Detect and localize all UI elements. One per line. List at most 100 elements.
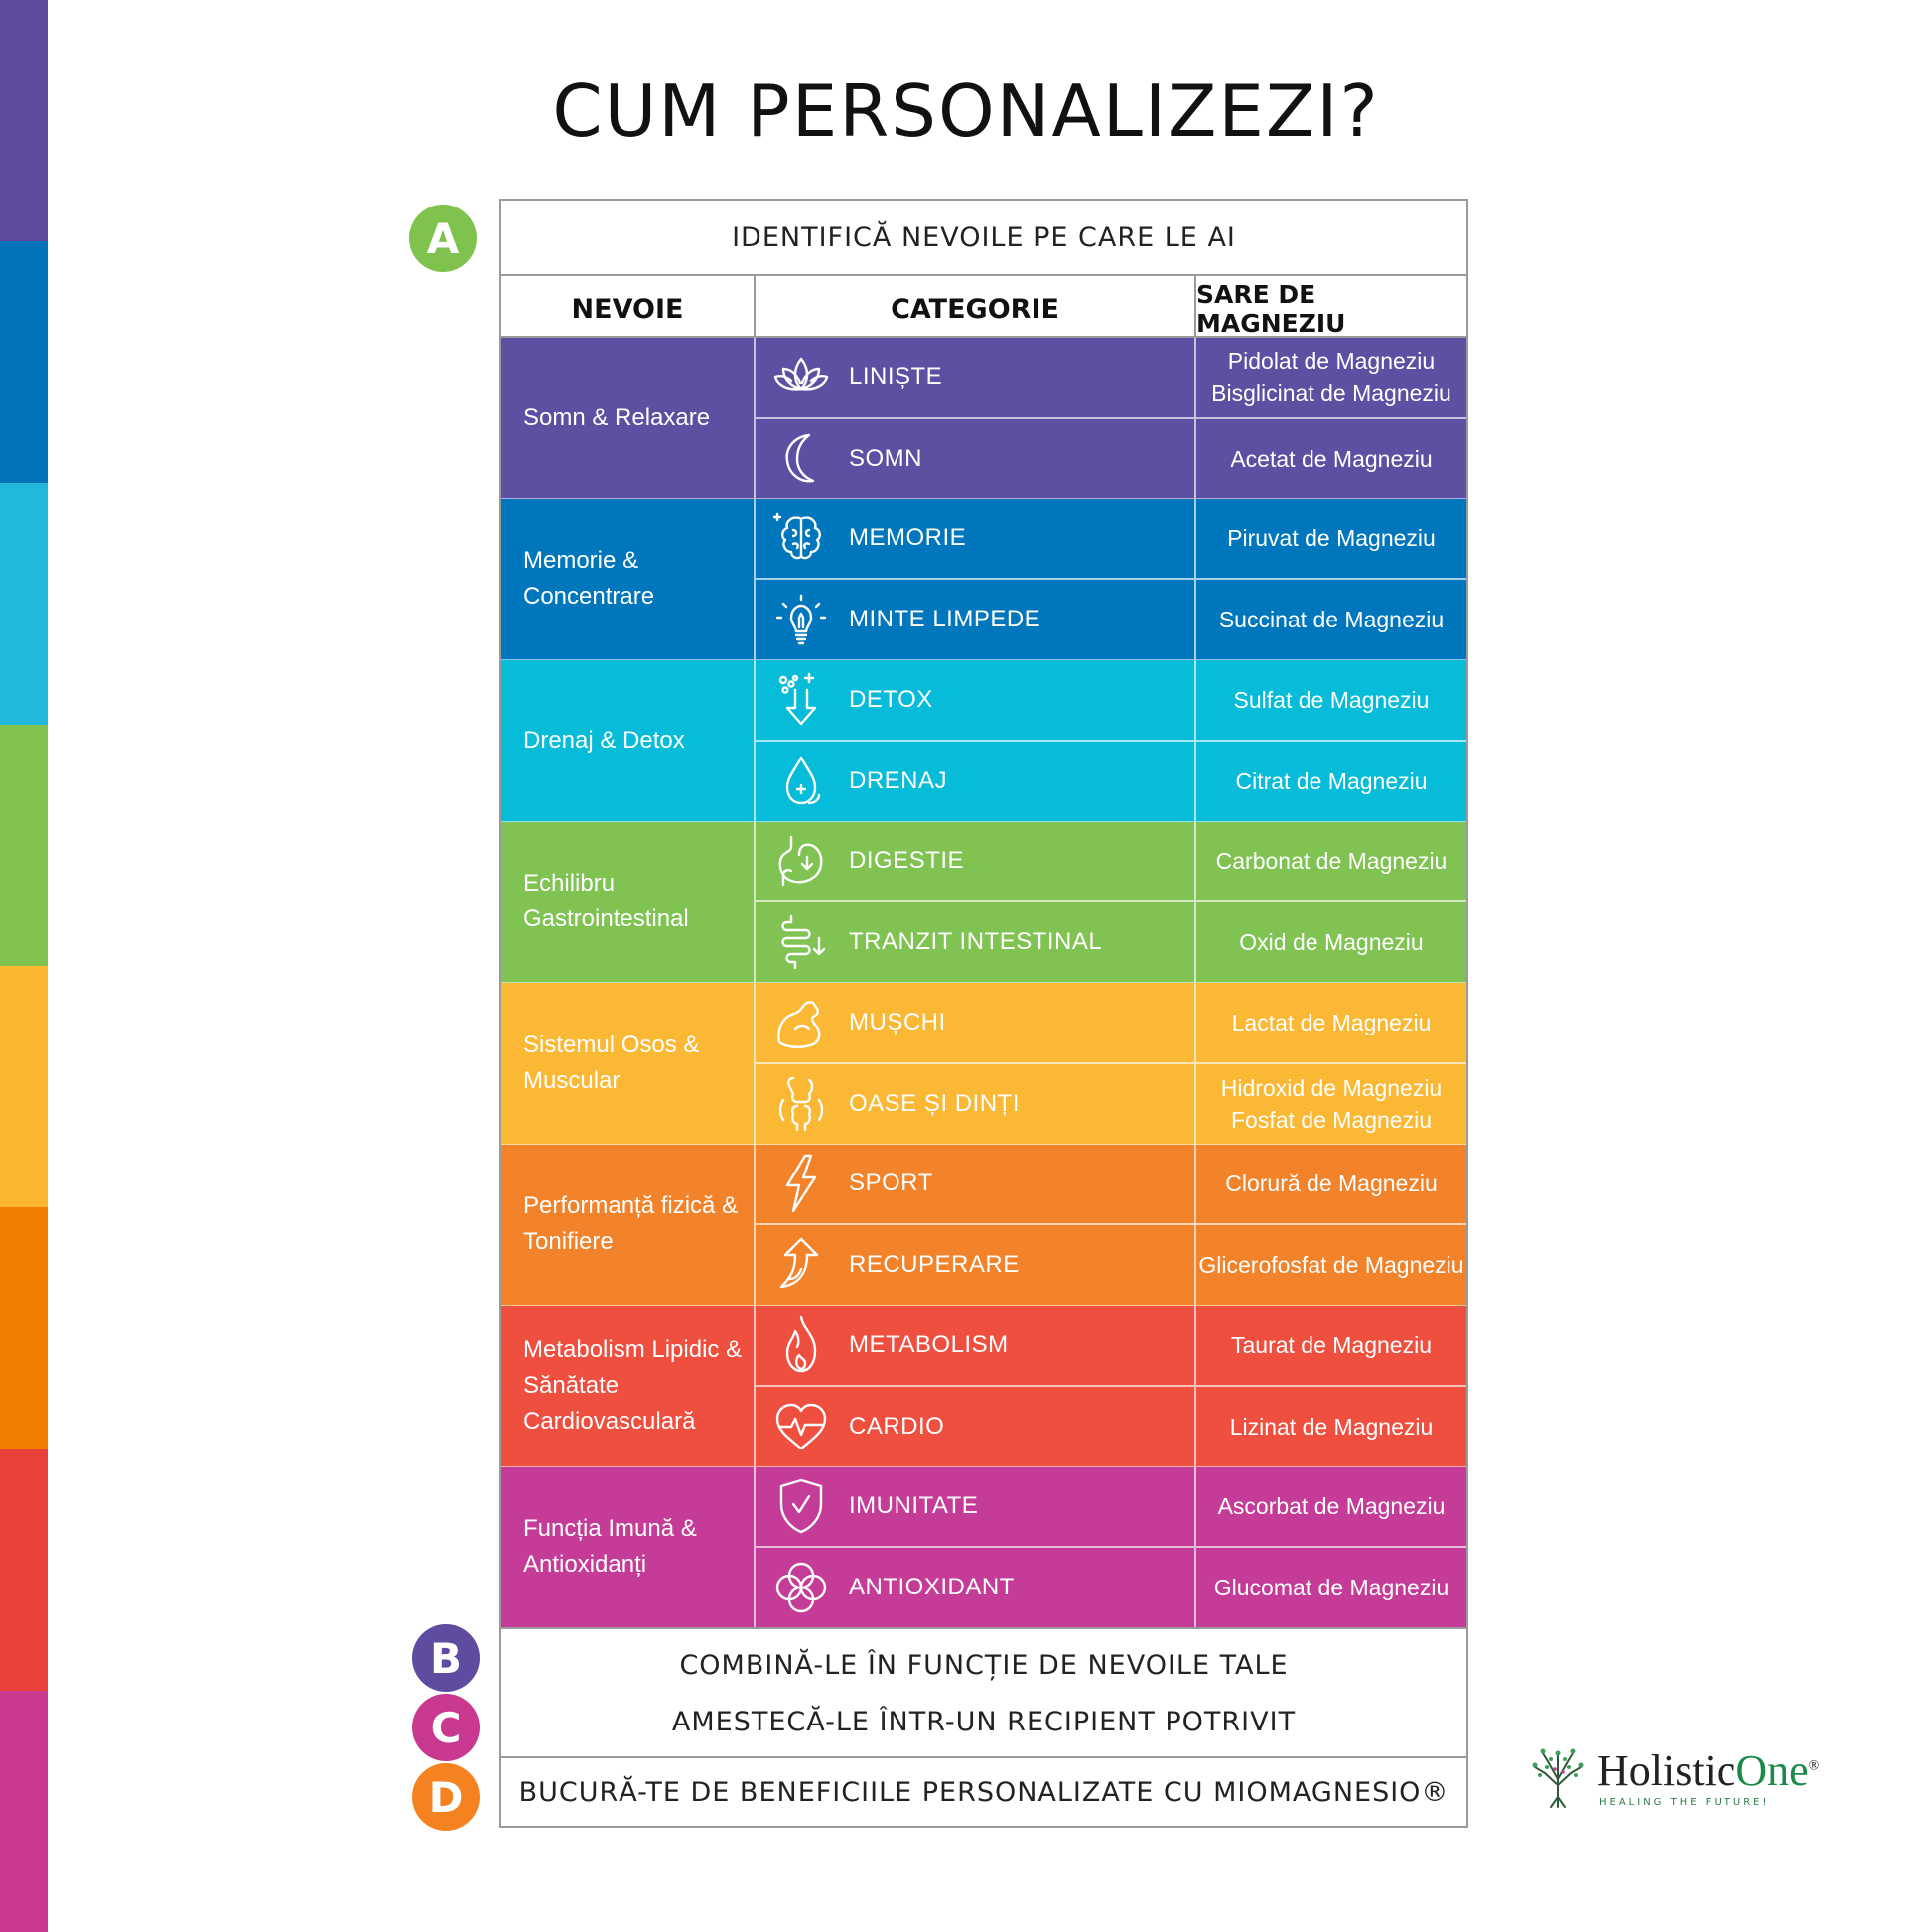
category-label: SPORT (849, 1170, 933, 1197)
category-label: DIGESTIE (849, 847, 965, 875)
category-label: METABOLISM (849, 1330, 1009, 1358)
salt-name: Glicerofosfat de Magneziu (1198, 1252, 1464, 1279)
salt-cell: Piruvat de Magneziu (1196, 499, 1466, 579)
salt-name: Glucomat de Magneziu (1213, 1575, 1449, 1601)
need-group: Memorie & Concentrare MEMORIE Piruvat de M… (501, 498, 1466, 660)
need-label: Memorie & Concentrare (501, 498, 756, 659)
step-d-text: BUCURĂ-TE DE BENEFICIILE PERSONALIZATE C… (518, 1776, 1449, 1808)
step-d-box: BUCURĂ-TE DE BENEFICIILE PERSONALIZATE C… (499, 1756, 1468, 1828)
category-cell: SPORT (756, 1144, 1196, 1224)
need-group: Funcția Imună & Antioxidanți IMUNITATE Asc… (501, 1466, 1466, 1628)
stripe-segment (0, 1449, 48, 1691)
salt-cell: Lactat de Magneziu (1196, 983, 1466, 1062)
logo-wordmark: HolisticOne® (1597, 1745, 1819, 1796)
stomach-icon (769, 829, 833, 893)
salt-cell: Hidroxid de Magneziu Fosfat de Magneziu (1196, 1064, 1466, 1144)
table-row: CARDIO Lizinat de Magneziu (756, 1386, 1466, 1466)
table-row: DETOX Sulfat de Magneziu (756, 660, 1466, 742)
step-b-box: COMBINĂ-LE ÎN FUNCȚIE DE NEVOILE TALE (499, 1627, 1468, 1689)
muscle-icon (769, 991, 833, 1054)
salt-name: Hidroxid de Magneziu (1220, 1074, 1443, 1101)
lotus-icon (769, 345, 833, 409)
category-rows: DETOX Sulfat de Magneziu DRENAJ Citrat de M… (756, 660, 1466, 821)
category-label: TRANZIT INTESTINAL (849, 928, 1103, 956)
salt-name: Succinat de Magneziu (1218, 607, 1445, 633)
step-c-box: AMESTECĂ-LE ÎNTR-UN RECIPIENT POTRIVIT (499, 1687, 1468, 1758)
recovery-arrow-icon (769, 1233, 833, 1297)
category-cell: DETOX (756, 660, 1196, 740)
lightbulb-icon (769, 588, 833, 651)
header-salt: SARE DE MAGNEZIU (1196, 280, 1346, 338)
need-label: Drenaj & Detox (501, 660, 756, 821)
need-label: Sistemul Osos & Muscular (501, 983, 756, 1144)
bone-joint-icon (769, 1072, 833, 1136)
stripe-segment (0, 0, 48, 242)
salt-cell: Pidolat de Magneziu Bisglicinat de Magnez… (1196, 338, 1466, 417)
need-group: Performanță fizică & Tonifiere SPORT Cloru… (501, 1144, 1466, 1306)
need-label: Somn & Relaxare (501, 338, 756, 498)
stripe-segment (0, 1207, 48, 1449)
salt-cell: Glucomat de Magneziu (1196, 1548, 1466, 1627)
salt-name: Taurat de Magneziu (1230, 1331, 1432, 1358)
category-rows: MUȘCHI Lactat de Magneziu OASE ȘI DINȚI Hid… (756, 983, 1466, 1144)
salt-name: Carbonat de Magneziu (1215, 848, 1448, 875)
category-cell: METABOLISM (756, 1306, 1196, 1385)
category-label: ANTIOXIDANT (849, 1574, 1015, 1601)
header-need: NEVOIE (501, 274, 756, 336)
logo-name-part2: One (1735, 1746, 1809, 1795)
salt-name: Pidolat de Magneziu (1227, 347, 1436, 374)
need-label: Echilibru Gastrointestinal (501, 821, 756, 982)
step-b-badge: B (412, 1624, 480, 1692)
category-cell: DIGESTIE (756, 821, 1196, 901)
step-c-badge: C (412, 1694, 480, 1761)
category-cell: OASE ȘI DINȚI (756, 1063, 1196, 1144)
table-row: IMUNITATE Ascorbat de Magneziu (756, 1466, 1466, 1549)
salt-name: Lizinat de Magneziu (1229, 1413, 1434, 1440)
stripe-segment (0, 483, 48, 725)
stripe-segment (0, 724, 48, 966)
table-body: Somn & Relaxare LINIȘTE Pidolat de Magnezi… (501, 338, 1466, 1628)
category-cell: RECUPERARE (756, 1225, 1196, 1305)
category-label: SOMN (849, 444, 922, 472)
category-label: OASE ȘI DINȚI (849, 1089, 1020, 1117)
need-label: Metabolism Lipidic & Sănătate Cardiovasc… (501, 1306, 756, 1466)
salt-name: Piruvat de Magneziu (1227, 525, 1436, 552)
salt-cell: Succinat de Magneziu (1196, 580, 1466, 659)
salt-name: Clorură de Magneziu (1225, 1171, 1438, 1197)
salt-name: Bisglicinat de Magneziu (1211, 379, 1451, 406)
header-category: CATEGORIE (756, 274, 1196, 336)
lightning-icon (769, 1152, 833, 1215)
holisticone-logo: HolisticOne® HEALING THE FUTURE! (1527, 1745, 1845, 1825)
step-a-badge: A (409, 205, 477, 272)
category-cell: MEMORIE (756, 498, 1196, 579)
salt-cell: Sulfat de Magneziu (1196, 660, 1466, 740)
table-row: SPORT Clorură de Magneziu (756, 1144, 1466, 1226)
step-b-text: COMBINĂ-LE ÎN FUNCȚIE DE NEVOILE TALE (679, 1649, 1289, 1681)
salt-cell: Lizinat de Magneziu (1196, 1387, 1466, 1466)
category-label: MINTE LIMPEDE (849, 606, 1041, 633)
table-row: SOMN Acetat de Magneziu (756, 418, 1466, 498)
category-cell: DRENAJ (756, 741, 1196, 821)
need-group: Sistemul Osos & Muscular MUȘCHI Lactat de … (501, 983, 1466, 1145)
salt-cell: Acetat de Magneziu (1196, 419, 1466, 498)
salt-name: Oxid de Magneziu (1239, 929, 1424, 956)
category-cell: LINIȘTE (756, 338, 1196, 417)
salt-name: Lactat de Magneziu (1231, 1009, 1432, 1035)
category-rows: MEMORIE Piruvat de Magneziu MINTE LIMPEDE S… (756, 498, 1466, 659)
heart-pulse-icon (769, 1395, 833, 1458)
salt-name: Citrat de Magneziu (1235, 767, 1428, 794)
category-label: MUȘCHI (849, 1008, 946, 1035)
table-row: LINIȘTE Pidolat de Magneziu Bisglicinat de… (756, 338, 1466, 419)
step-d-badge: D (412, 1763, 480, 1831)
category-cell: TRANZIT INTESTINAL (756, 902, 1196, 982)
water-drop-icon (769, 750, 833, 813)
flame-icon (769, 1313, 833, 1377)
category-label: MEMORIE (849, 524, 967, 552)
stripe-segment (0, 966, 48, 1208)
antioxidant-icon (769, 1556, 833, 1619)
brain-icon (769, 506, 833, 570)
category-rows: SPORT Clorură de Magneziu RECUPERARE Glicer… (756, 1144, 1466, 1305)
category-label: RECUPERARE (849, 1251, 1020, 1279)
salt-name: Ascorbat de Magneziu (1217, 1493, 1446, 1520)
category-label: CARDIO (849, 1412, 945, 1440)
